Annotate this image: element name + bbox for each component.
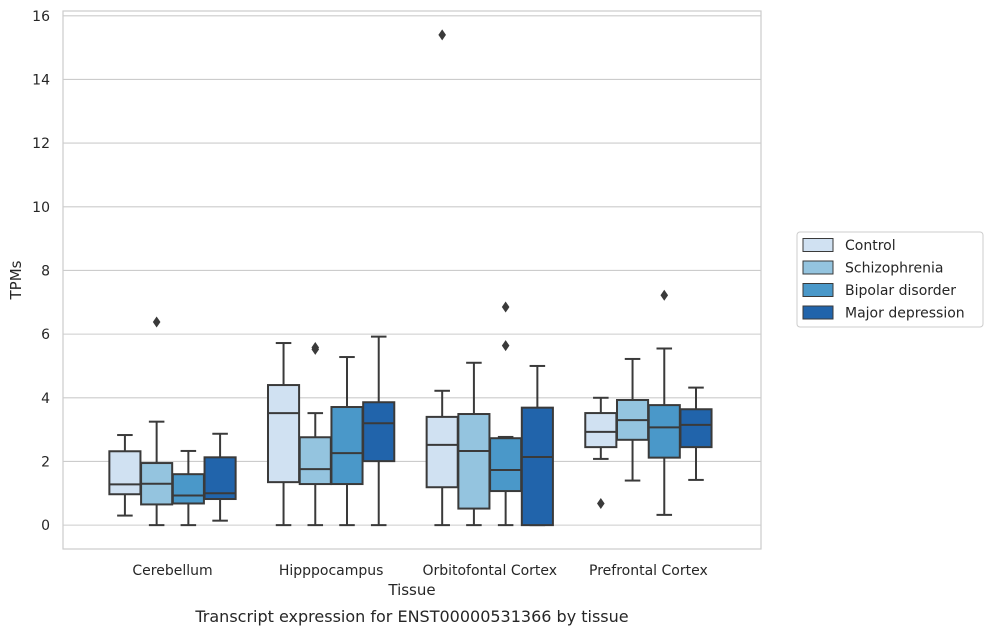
legend-label: Bipolar disorder [845,283,956,299]
box-plot-marks [108,29,713,527]
legend-frame [796,231,984,328]
iqr-box [266,384,301,484]
plot-frame [62,10,762,550]
box-1-1 [298,341,332,527]
iqr-box [520,406,554,527]
legend-label: Schizophrenia [845,261,943,277]
y-tick-label: 12 [32,136,50,152]
iqr-box [679,408,713,449]
box-0-1 [140,316,174,527]
outlier-point [438,29,446,41]
x-tick-label: Cerebellum [132,563,212,579]
y-tick-label: 4 [41,391,50,407]
x-tick-label: Orbitofontal Cortex [422,563,557,579]
box-2-1 [457,361,491,527]
figure-caption: Transcript expression for ENST0000053136… [194,607,628,626]
y-tick-labels: 0 2 4 6 8 10 12 14 16 [32,9,50,534]
box-3-0 [584,396,618,509]
iqr-box [108,450,142,496]
box-0-0 [108,434,142,517]
iqr-box [330,406,364,486]
legend-label: Major depression [845,306,965,322]
box-2-0 [425,29,459,527]
outlier-point [152,316,161,328]
y-tick-label: 16 [32,9,50,25]
y-tick-label: 6 [41,327,50,343]
y-tick-label: 14 [32,72,50,88]
box-3-1 [615,357,650,482]
legend-label: Control [845,238,896,254]
iqr-box [457,413,491,510]
iqr-box [203,456,237,501]
legend-swatch [802,283,834,297]
box-1-0 [266,342,301,527]
box-2-2 [489,301,523,527]
iqr-box [425,415,459,489]
outlier-point [597,497,605,509]
y-gridlines [63,15,761,526]
iqr-box [489,437,523,493]
box-3-2 [647,289,681,516]
iqr-box [647,404,681,459]
y-tick-label: 10 [32,200,50,216]
iqr-box [298,436,332,486]
x-tick-label: Hipppocampus [279,563,384,579]
legend-swatch [802,238,834,252]
y-tick-label: 0 [41,518,50,534]
legend-swatch [802,260,834,275]
x-axis-label: Tissue [387,581,435,599]
iqr-box [362,401,396,463]
box-2-3 [520,364,554,527]
box-3-3 [679,386,713,481]
outlier-point [311,341,320,353]
y-axis-label: TPMs [7,260,25,300]
box-1-2 [330,356,364,527]
legend: Control Schizophrenia Bipolar disorder Majo… [796,231,984,328]
box-0-2 [171,449,205,527]
box-0-3 [203,432,237,522]
y-tick-label: 2 [41,454,50,470]
iqr-box [171,473,205,505]
y-tick-label: 8 [41,263,50,279]
iqr-box [584,412,618,449]
outlier-point [501,301,510,313]
legend-swatch [802,305,834,320]
x-tick-labels: Cerebellum Hipppocampus Orbitofontal Corte… [132,563,707,579]
x-tick-label: Prefrontal Cortex [589,563,708,579]
box-1-3 [362,335,396,527]
outlier-point [660,289,669,301]
outlier-point [501,340,510,352]
